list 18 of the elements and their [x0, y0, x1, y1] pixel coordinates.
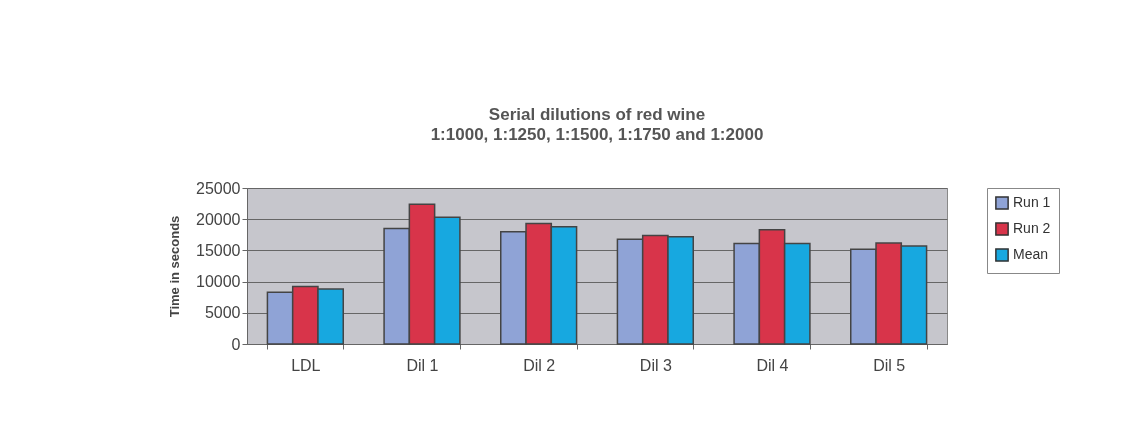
- x-tick-label: Dil 1: [406, 356, 439, 374]
- chart-subtitle: 1:1000, 1:1250, 1:1500, 1:1750 and 1:2000: [430, 125, 764, 144]
- x-tick-label: Dil 4: [756, 356, 789, 374]
- y-tick-label: 15000: [196, 241, 241, 259]
- legend-label: Mean: [1013, 246, 1049, 262]
- y-tick-label: 5000: [204, 304, 241, 322]
- y-tick-label: 20000: [196, 210, 241, 228]
- legend-label: Run 2: [1013, 220, 1051, 236]
- y-axis-title: Time in seconds: [167, 215, 183, 318]
- x-tick-label: Dil 3: [639, 356, 672, 374]
- y-tick-label: 25000: [196, 179, 241, 197]
- chart-title: Serial dilutions of red wine: [488, 105, 706, 124]
- x-tick-label: Dil 5: [873, 356, 906, 374]
- x-tick-label: Dil 2: [523, 356, 556, 374]
- y-tick-label: 0: [231, 335, 241, 353]
- y-tick-label: 10000: [196, 273, 241, 291]
- x-tick-label: LDL: [291, 356, 321, 374]
- legend-label: Run 1: [1013, 194, 1051, 210]
